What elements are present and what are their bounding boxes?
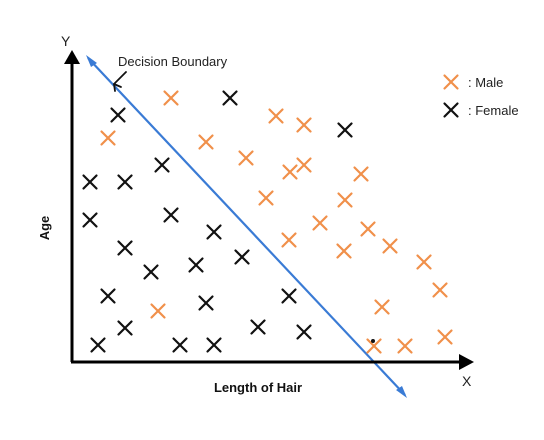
male-cross-marker: [238, 150, 254, 166]
legend-male-cross-icon: [443, 74, 459, 90]
y-axis-letter: Y: [61, 33, 71, 49]
annotation-pointer-shaft: [113, 71, 127, 85]
female-cross-marker: [117, 320, 133, 336]
male-cross-marker: [336, 243, 352, 259]
male-cross-marker: [150, 303, 166, 319]
male-cross-marker: [296, 117, 312, 133]
male-cross-marker: [282, 164, 298, 180]
female-cross-marker: [337, 122, 353, 138]
male-cross-marker: [382, 238, 398, 254]
legend: : Male : Female: [443, 74, 519, 118]
decision-boundary-line: [87, 57, 406, 396]
female-cross-marker: [296, 324, 312, 340]
male-cross-marker: [281, 232, 297, 248]
legend-female-label: : Female: [468, 103, 519, 118]
female-cross-marker: [163, 207, 179, 223]
male-cross-marker: [100, 130, 116, 146]
female-cross-marker: [143, 264, 159, 280]
female-cross-marker: [234, 249, 250, 265]
male-cross-marker: [268, 108, 284, 124]
female-cross-marker: [110, 107, 126, 123]
female-cross-marker: [222, 90, 238, 106]
female-cross-marker: [117, 174, 133, 190]
x-axis-label: Length of Hair: [214, 380, 302, 395]
male-cross-marker: [374, 299, 390, 315]
y-axis-label: Age: [37, 216, 52, 241]
male-cross-marker: [337, 192, 353, 208]
male-cross-marker: [312, 215, 328, 231]
decision-boundary-annotation: Decision Boundary: [118, 54, 228, 69]
female-cross-marker: [90, 337, 106, 353]
male-cross-marker: [366, 338, 382, 354]
male-cross-marker: [437, 329, 453, 345]
female-cross-marker: [172, 337, 188, 353]
female-cross-marker: [206, 337, 222, 353]
female-cross-marker: [206, 224, 222, 240]
decision-boundary-arrowhead-bottom: [396, 386, 407, 398]
y-axis-arrowhead: [64, 50, 80, 64]
male-cross-marker: [416, 254, 432, 270]
x-axis-arrowhead: [459, 354, 474, 370]
male-cross-marker: [353, 166, 369, 182]
female-cross-marker: [82, 212, 98, 228]
small-dot: [371, 339, 375, 343]
female-cross-marker: [100, 288, 116, 304]
female-cross-marker: [188, 257, 204, 273]
male-cross-marker: [432, 282, 448, 298]
legend-female-cross-icon: [443, 102, 459, 118]
male-cross-marker: [296, 157, 312, 173]
female-cross-marker: [82, 174, 98, 190]
female-cross-marker: [281, 288, 297, 304]
male-cross-marker: [258, 190, 274, 206]
male-cross-marker: [397, 338, 413, 354]
female-cross-marker: [250, 319, 266, 335]
female-cross-marker: [154, 157, 170, 173]
male-cross-marker: [163, 90, 179, 106]
male-cross-marker: [198, 134, 214, 150]
male-cross-marker: [360, 221, 376, 237]
cross-markers: [82, 90, 453, 354]
female-cross-marker: [198, 295, 214, 311]
x-axis-letter: X: [462, 373, 472, 389]
legend-male-label: : Male: [468, 75, 503, 90]
female-cross-marker: [117, 240, 133, 256]
decision-boundary-arrowhead-top: [86, 55, 97, 67]
